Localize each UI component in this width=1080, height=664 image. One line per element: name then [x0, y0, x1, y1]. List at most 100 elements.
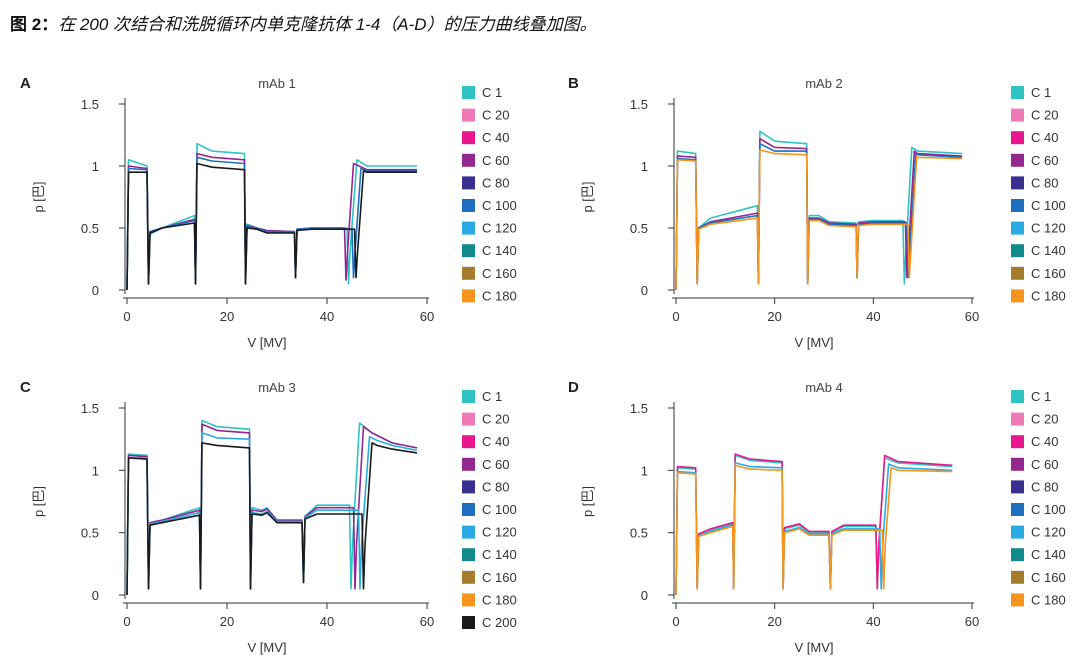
- series-line-c60: [126, 152, 417, 291]
- legend-label: C 200: [482, 615, 517, 630]
- chart-title: mAb 4: [805, 380, 843, 395]
- legend-swatch: [1011, 525, 1024, 539]
- legend-label: C 1: [1031, 389, 1051, 404]
- legend-swatch: [1011, 176, 1024, 190]
- y-tick-label: 0.5: [630, 526, 648, 541]
- y-tick-label: 0: [92, 283, 99, 298]
- x-axis-label: V [MV]: [794, 335, 833, 350]
- legend-label: C 120: [482, 525, 517, 540]
- legend-label: C 160: [482, 570, 517, 585]
- legend-swatch: [1011, 435, 1024, 449]
- y-tick-label: 1.5: [81, 401, 99, 416]
- x-tick-label: 60: [965, 309, 979, 324]
- x-tick-label: 60: [420, 614, 434, 629]
- legend-label: C 120: [1031, 525, 1066, 540]
- y-tick-label: 1.5: [81, 97, 99, 112]
- chart-title: mAb 2: [805, 76, 843, 91]
- legend-label: C 100: [1031, 502, 1066, 517]
- y-tick-label: 1: [641, 463, 648, 478]
- y-tick-label: 0.5: [81, 221, 99, 236]
- y-tick-label: 0.5: [81, 526, 99, 541]
- legend-label: C 80: [1031, 479, 1058, 494]
- x-tick-label: 40: [866, 309, 880, 324]
- legend-swatch: [462, 593, 475, 607]
- legend-swatch: [1011, 548, 1024, 562]
- legend-label: C 160: [1031, 570, 1066, 585]
- legend-label: C 20: [1031, 108, 1058, 123]
- x-tick-label: 0: [123, 309, 130, 324]
- legend-label: C 80: [1031, 175, 1058, 190]
- legend-label: C 120: [1031, 221, 1066, 236]
- panel-label: D: [568, 379, 579, 396]
- x-tick-label: 40: [320, 614, 334, 629]
- legend-swatch: [1011, 131, 1024, 145]
- legend-swatch: [1011, 108, 1024, 122]
- legend-swatch: [462, 244, 475, 258]
- x-tick-label: 0: [123, 614, 130, 629]
- series-line-c200: [126, 442, 418, 596]
- legend-label: C 1: [1031, 85, 1051, 100]
- chart-title: mAb 1: [258, 76, 296, 91]
- series-line-c1: [126, 419, 418, 596]
- legend-swatch: [462, 503, 475, 516]
- y-axis-label: p [巴]: [580, 181, 595, 212]
- panel-label: C: [20, 379, 31, 396]
- legend-label: C 140: [1031, 243, 1066, 258]
- series-line-c200: [126, 162, 417, 291]
- x-tick-label: 0: [672, 614, 679, 629]
- legend-swatch: [462, 289, 475, 303]
- legend-swatch: [462, 435, 475, 449]
- legend-label: C 40: [482, 130, 509, 145]
- figure-caption: 图 2：在 200 次结合和洗脱循环内单克隆抗体 1-4（A-D）的压力曲线叠加…: [10, 10, 597, 35]
- y-axis-label: p [巴]: [31, 486, 46, 517]
- legend-swatch: [1011, 199, 1024, 212]
- legend-swatch: [462, 266, 475, 280]
- legend-swatch: [462, 525, 475, 539]
- y-tick-label: 1.5: [630, 401, 648, 416]
- y-tick-label: 0: [641, 283, 648, 298]
- legend-swatch: [462, 480, 475, 494]
- legend-swatch: [1011, 244, 1024, 258]
- legend-label: C 60: [1031, 153, 1058, 168]
- series-line-c120: [675, 462, 953, 596]
- x-tick-label: 40: [320, 309, 334, 324]
- x-tick-label: 60: [965, 614, 979, 629]
- legend-swatch: [1011, 390, 1024, 403]
- legend-label: C 1: [482, 85, 502, 100]
- legend-swatch: [1011, 503, 1024, 516]
- legend-swatch: [1011, 153, 1024, 167]
- legend-label: C 160: [1031, 266, 1066, 281]
- legend-label: C 160: [482, 266, 517, 281]
- series-line-c180: [675, 464, 953, 596]
- y-tick-label: 1.5: [630, 97, 648, 112]
- legend-swatch: [462, 153, 475, 167]
- legend-swatch: [462, 390, 475, 403]
- legend-label: C 180: [1031, 288, 1066, 303]
- legend-label: C 180: [1031, 592, 1066, 607]
- legend-swatch: [1011, 480, 1024, 494]
- x-tick-label: 40: [866, 614, 880, 629]
- x-tick-label: 0: [672, 309, 679, 324]
- legend-label: C 20: [482, 412, 509, 427]
- x-tick-label: 20: [220, 309, 234, 324]
- legend-swatch: [462, 131, 475, 145]
- y-tick-label: 1: [641, 159, 648, 174]
- series-line-c40: [675, 453, 953, 596]
- legend-label: C 180: [482, 592, 517, 607]
- figure-caption-text: 在 200 次结合和洗脱循环内单克隆抗体 1-4（A-D）的压力曲线叠加图。: [58, 15, 597, 34]
- legend-label: C 120: [482, 221, 517, 236]
- panel-label: A: [20, 75, 31, 92]
- legend-label: C 40: [482, 434, 509, 449]
- legend-label: C 100: [482, 198, 517, 213]
- series-line-c1: [126, 142, 417, 291]
- x-tick-label: 60: [420, 309, 434, 324]
- legend-swatch: [462, 412, 475, 426]
- legend-label: C 100: [482, 502, 517, 517]
- legend-label: C 80: [482, 479, 509, 494]
- legend-label: C 20: [1031, 412, 1058, 427]
- legend-label: C 1: [482, 389, 502, 404]
- x-axis-label: V [MV]: [247, 335, 286, 350]
- series-line-c60: [126, 423, 418, 596]
- legend-label: C 20: [482, 108, 509, 123]
